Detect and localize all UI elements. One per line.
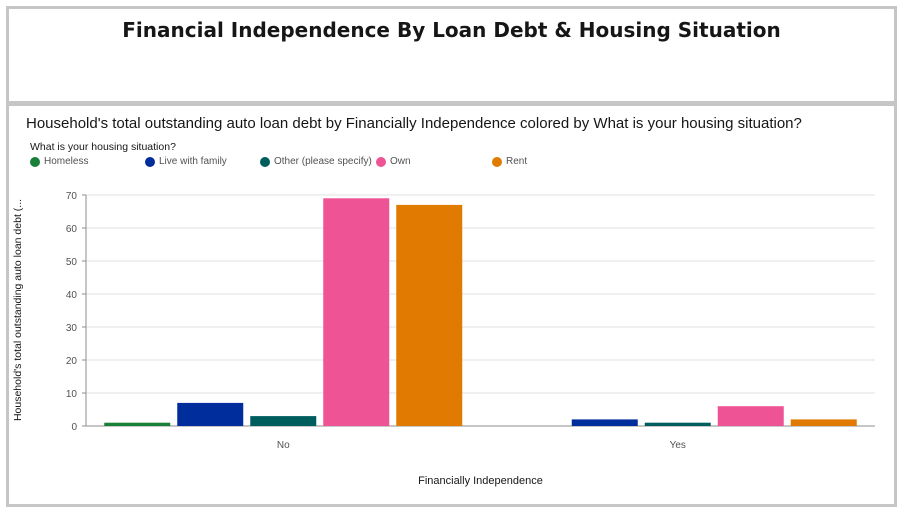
bar-no-other-please-specify[interactable] — [250, 416, 317, 426]
legend-item-own[interactable]: Own — [376, 155, 411, 168]
bar-yes-other-please-specify[interactable] — [644, 422, 711, 426]
y-tick-label: 40 — [66, 290, 78, 301]
bar-no-homeless[interactable] — [104, 422, 171, 426]
legend-label-rent: Rent — [506, 156, 528, 167]
legend-label-other: Other (please specify) — [274, 156, 372, 167]
legend-label-homeless: Homeless — [44, 156, 89, 167]
y-tick-label: 70 — [66, 191, 78, 202]
legend-swatch-rent — [492, 156, 502, 167]
bar-yes-own[interactable] — [717, 406, 784, 426]
legend-swatch-other — [260, 156, 270, 167]
chart-title: Household's total outstanding auto loan … — [26, 115, 802, 132]
bar-no-live-with-family[interactable] — [177, 402, 244, 426]
legend-title: What is your housing situation? — [30, 141, 176, 153]
bar-no-own[interactable] — [323, 198, 390, 426]
legend-label-own: Own — [390, 156, 411, 167]
dashboard-title: Financial Independence By Loan Debt & Ho… — [122, 18, 781, 42]
legend-item-rent[interactable]: Rent — [492, 155, 527, 168]
legend-swatch-live-with-family — [145, 156, 155, 167]
legend-swatch-homeless — [30, 156, 40, 167]
frame-divider — [6, 101, 897, 106]
y-tick-label: 0 — [71, 422, 77, 433]
x-axis-title: Financially Independence — [418, 475, 543, 487]
legend-item-homeless[interactable]: Homeless — [30, 155, 88, 168]
legend-swatch-own — [376, 156, 386, 167]
y-tick-label: 60 — [66, 224, 78, 235]
legend-item-live-with-family[interactable]: Live with family — [145, 155, 227, 168]
bar-no-rent[interactable] — [396, 204, 463, 426]
legend-label-live-with-family: Live with family — [159, 156, 227, 167]
y-tick-label: 20 — [66, 356, 78, 367]
y-tick-label: 10 — [66, 389, 78, 400]
x-tick-label: Yes — [670, 440, 686, 451]
y-tick-label: 50 — [66, 257, 78, 268]
bar-yes-rent[interactable] — [790, 419, 857, 426]
bar-yes-live-with-family[interactable] — [571, 419, 638, 426]
x-tick-label: No — [277, 440, 290, 451]
y-tick-label: 30 — [66, 323, 78, 334]
legend-item-other[interactable]: Other (please specify) — [260, 155, 372, 168]
